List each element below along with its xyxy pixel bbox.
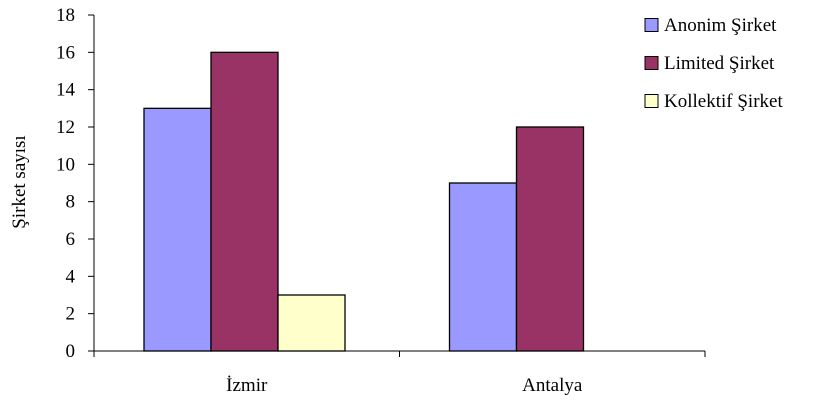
y-tick-label: 6 bbox=[66, 229, 76, 250]
legend-swatch bbox=[644, 94, 659, 108]
axis-labels: 0 2 4 6 8 10 12 14 16 18 İzmir Antalya bbox=[56, 5, 583, 396]
y-axis-label: Şirket sayısı bbox=[9, 135, 30, 228]
y-tick-label: 12 bbox=[56, 117, 75, 138]
bar-anonim-şirket-0 bbox=[143, 107, 212, 352]
y-tick-label: 14 bbox=[56, 80, 76, 101]
bar-anonim-şirket-1 bbox=[448, 182, 518, 352]
bar-kollektif-şirket-0 bbox=[277, 294, 346, 352]
legend: Anonim Şirket Limited Şirket Kollektif Şir… bbox=[644, 15, 783, 112]
y-tick-label: 8 bbox=[66, 192, 76, 213]
bar-limited-şirket-0 bbox=[210, 51, 279, 352]
y-tick-label: 16 bbox=[56, 42, 75, 63]
legend-swatch bbox=[644, 56, 659, 70]
legend-swatch bbox=[644, 18, 659, 32]
x-category-label: İzmir bbox=[226, 375, 268, 396]
legend-label: Anonim Şirket bbox=[664, 15, 777, 36]
y-tick-label: 0 bbox=[66, 341, 76, 362]
y-tick-label: 10 bbox=[56, 154, 75, 175]
x-category-label: Antalya bbox=[522, 375, 583, 396]
y-tick-label: 2 bbox=[66, 304, 76, 325]
y-tick-label: 18 bbox=[56, 5, 75, 26]
legend-label: Kollektif Şirket bbox=[664, 91, 783, 112]
legend-label: Limited Şirket bbox=[664, 53, 775, 74]
bars bbox=[143, 51, 585, 352]
bar-limited-şirket-1 bbox=[515, 126, 585, 352]
y-tick-label: 4 bbox=[66, 266, 76, 287]
